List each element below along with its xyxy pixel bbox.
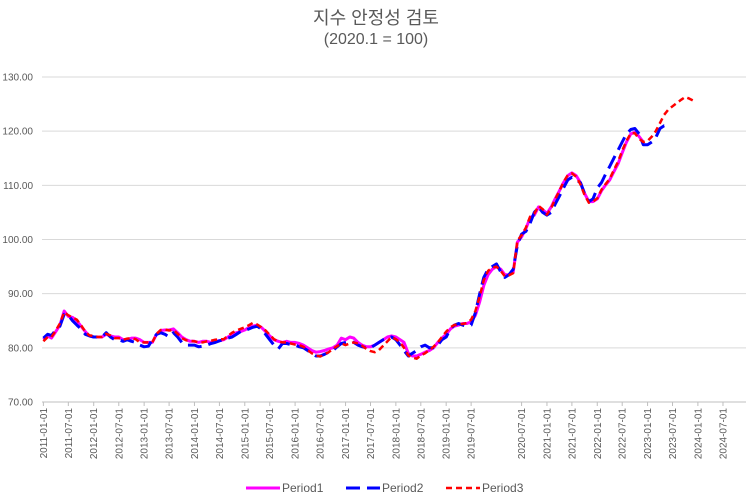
x-tick-label: 2017-01-01 bbox=[341, 408, 352, 460]
legend-label-period2: Period2 bbox=[382, 481, 424, 495]
y-tick-label: 110.00 bbox=[3, 181, 33, 192]
x-tick-label: 2021-01-01 bbox=[542, 408, 553, 460]
x-tick-label: 2024-07-01 bbox=[718, 408, 729, 460]
y-tick-label: 100.00 bbox=[2, 235, 33, 246]
x-tick-label: 2022-07-01 bbox=[618, 408, 629, 460]
x-tick-label: 2011-07-01 bbox=[64, 408, 75, 459]
x-tick-label: 2015-07-01 bbox=[265, 408, 276, 460]
x-tick-label: 2013-07-01 bbox=[165, 408, 176, 460]
x-tick-label: 2012-01-01 bbox=[89, 408, 100, 460]
series-line-period2 bbox=[42, 124, 669, 358]
x-tick-label: 2013-01-01 bbox=[140, 408, 151, 460]
x-tick-label: 2014-07-01 bbox=[215, 408, 226, 460]
y-tick-label: 90.00 bbox=[8, 289, 33, 300]
x-tick-label: 2017-07-01 bbox=[366, 408, 377, 460]
x-tick-label: 2018-07-01 bbox=[416, 408, 427, 460]
x-tick-label: 2023-07-01 bbox=[668, 408, 679, 460]
y-tick-label: 70.00 bbox=[8, 398, 33, 409]
y-tick-label: 130.00 bbox=[2, 73, 33, 84]
x-tick-label: 2011-01-01 bbox=[39, 408, 50, 459]
x-tick-label: 2020-07-01 bbox=[517, 408, 528, 460]
x-tick-label: 2019-01-01 bbox=[442, 408, 453, 460]
x-tick-label: 2019-07-01 bbox=[467, 408, 478, 460]
x-tick-label: 2012-07-01 bbox=[114, 408, 125, 460]
x-tick-label: 2024-01-01 bbox=[693, 408, 704, 460]
chart-subtitle: (2020.1 = 100) bbox=[323, 31, 429, 48]
x-tick-label: 2022-01-01 bbox=[593, 408, 604, 460]
legend-label-period1: Period1 bbox=[282, 481, 324, 495]
y-tick-label: 120.00 bbox=[2, 127, 33, 138]
series-line-period1 bbox=[42, 130, 645, 358]
x-tick-label: 2014-01-01 bbox=[190, 408, 201, 460]
x-tick-label: 2021-07-01 bbox=[567, 408, 578, 460]
x-tick-label: 2023-01-01 bbox=[643, 408, 654, 460]
x-tick-label: 2018-01-01 bbox=[391, 408, 402, 460]
chart-title: 지수 안정성 검토 bbox=[313, 8, 439, 28]
series-line-period3 bbox=[42, 95, 695, 360]
x-tick-label: 2016-07-01 bbox=[316, 408, 327, 460]
x-tick-label: 2016-01-01 bbox=[291, 408, 302, 460]
y-tick-label: 80.00 bbox=[8, 343, 33, 354]
legend-label-period3: Period3 bbox=[482, 481, 524, 495]
x-tick-label: 2015-01-01 bbox=[240, 408, 251, 460]
